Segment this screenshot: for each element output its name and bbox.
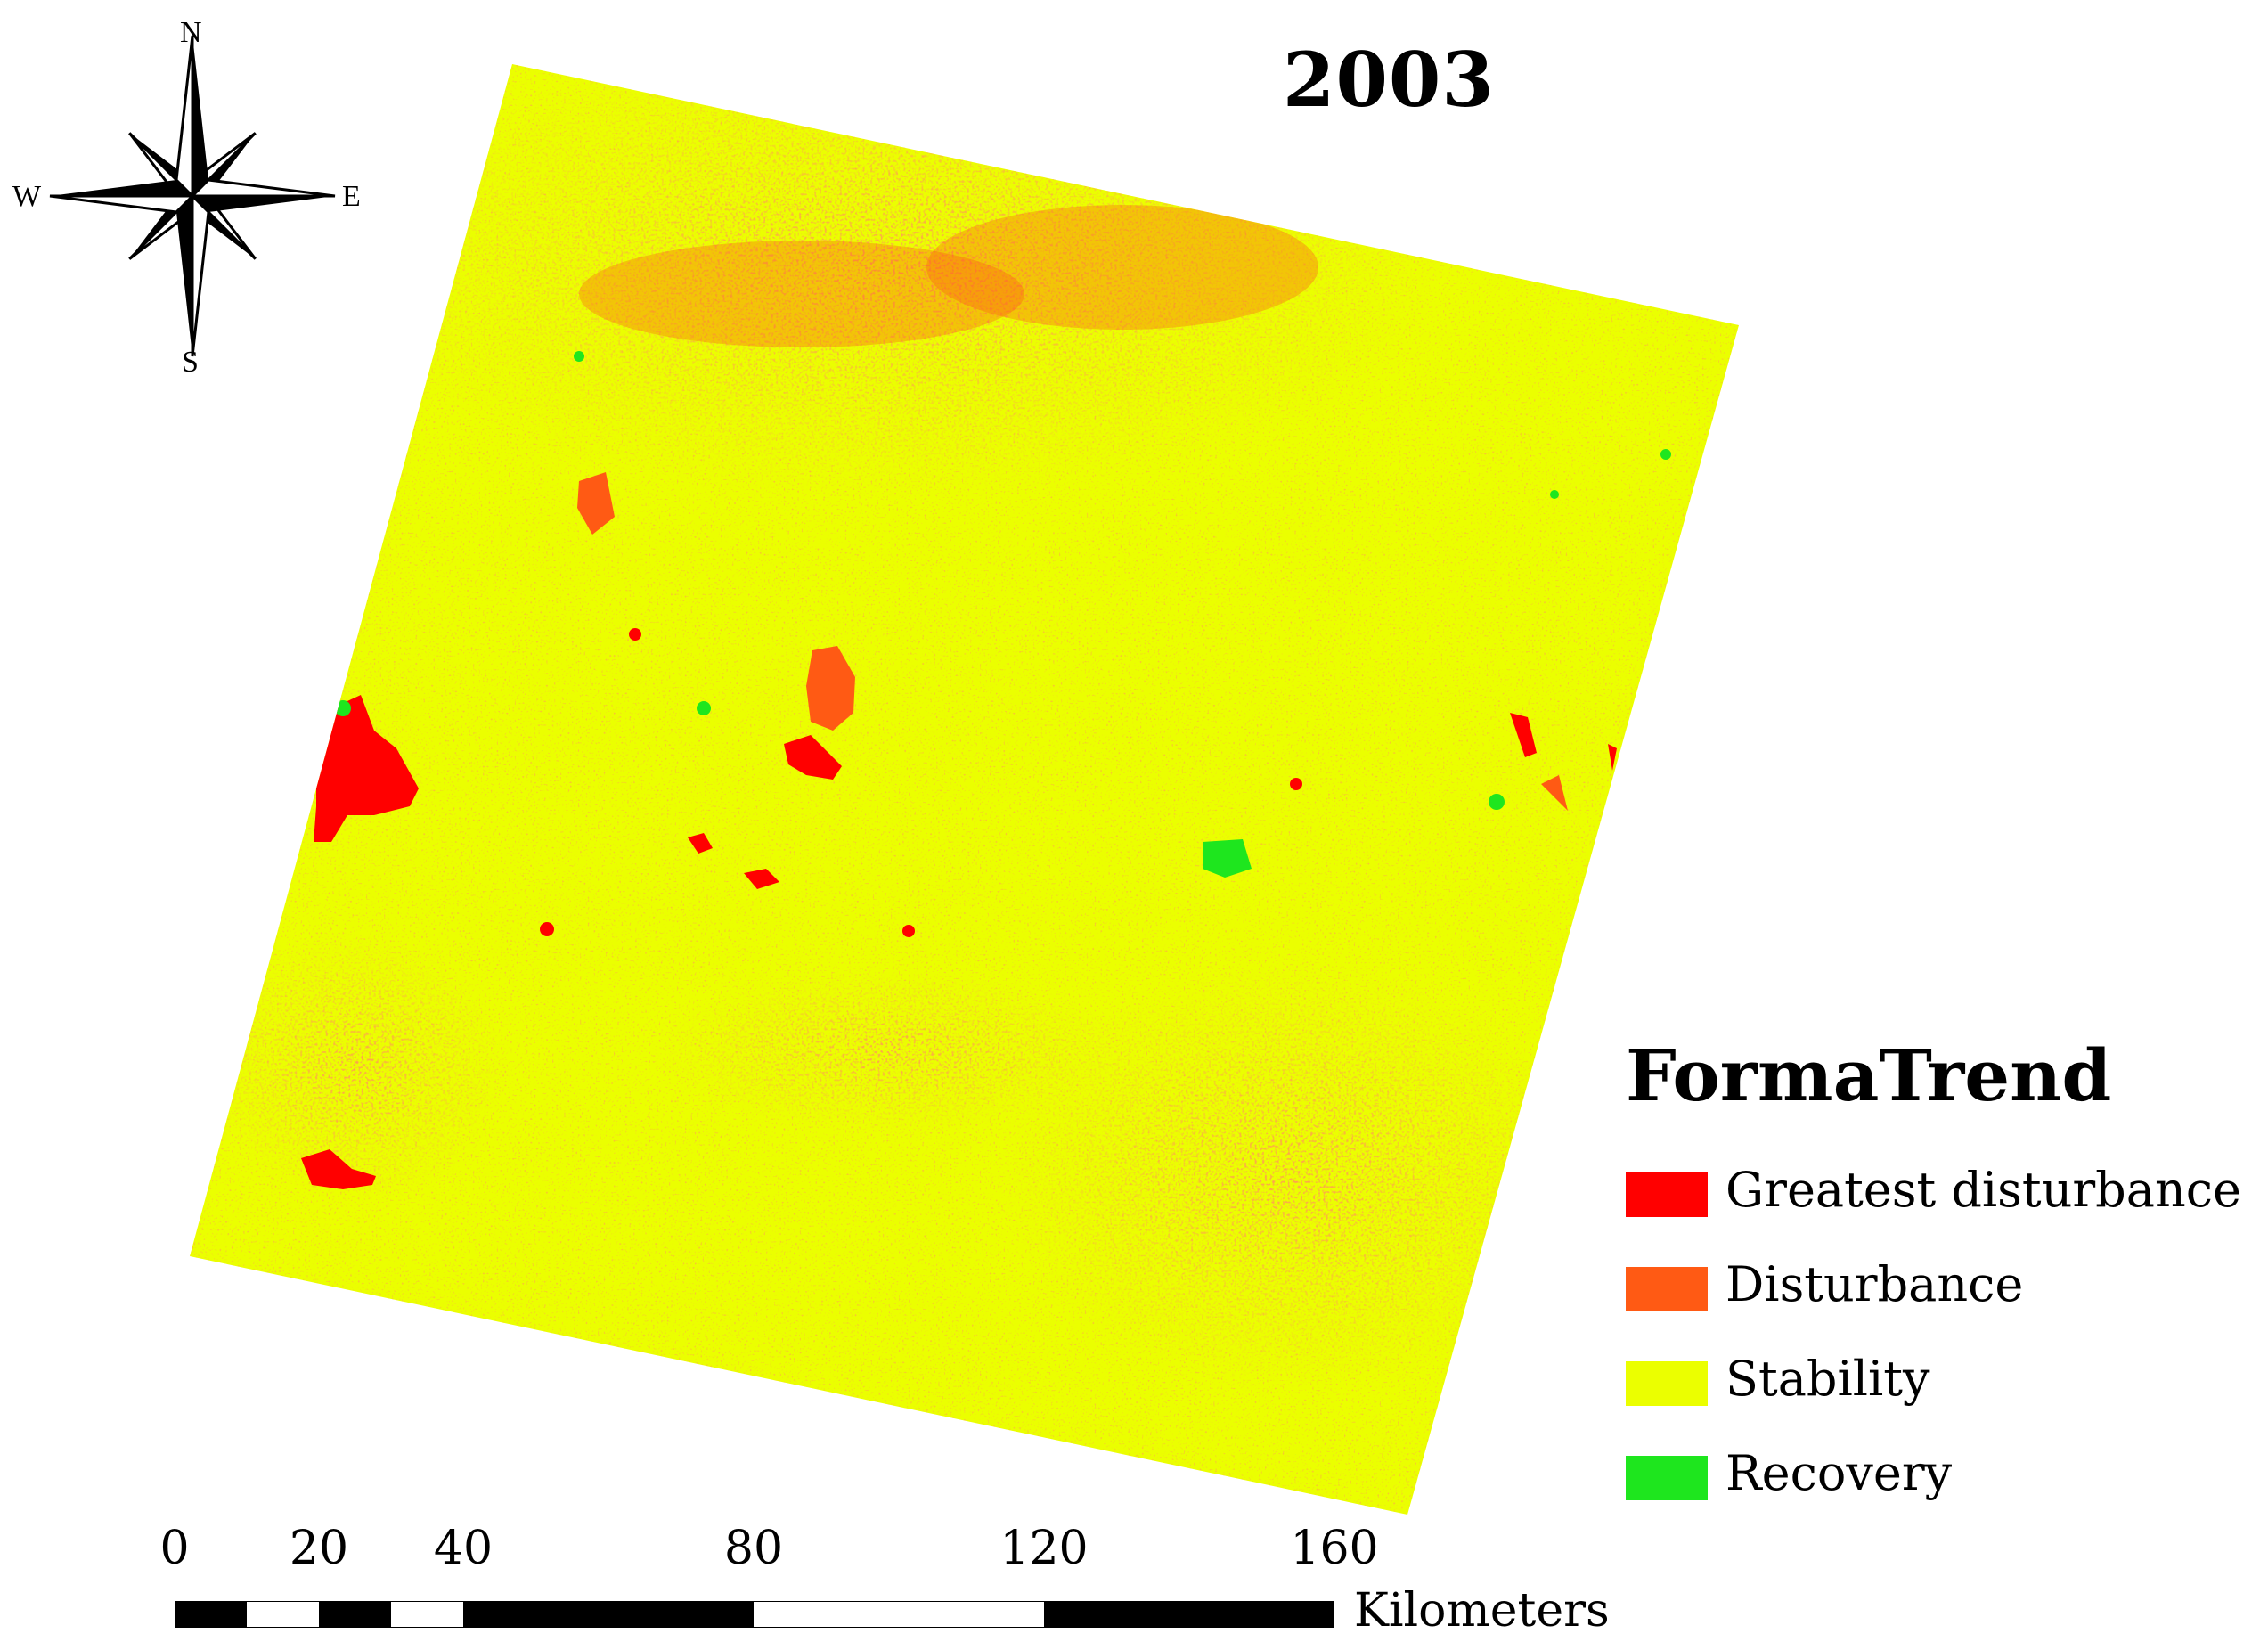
scale-unit-label: Kilometers	[1354, 1584, 1610, 1638]
compass-west-label: W	[12, 180, 42, 213]
scale-segment	[175, 1601, 247, 1628]
legend-swatch	[1626, 1172, 1708, 1217]
scale-segment	[754, 1601, 1044, 1628]
legend-title: FormaTrend	[1626, 1033, 2112, 1117]
compass-east-label: E	[342, 180, 361, 213]
legend-swatch	[1626, 1456, 1708, 1500]
map-title: 2003	[1283, 36, 1495, 124]
legend-label: Recovery	[1725, 1445, 1953, 1501]
scale-tick-label: 20	[289, 1522, 349, 1575]
legend-swatch	[1626, 1361, 1708, 1406]
north-arrow-icon	[49, 35, 336, 357]
scale-tick-label: 120	[999, 1522, 1089, 1575]
legend-label: Stability	[1725, 1351, 1930, 1407]
scale-segment	[247, 1601, 319, 1628]
scale-segment	[1044, 1601, 1334, 1628]
compass-north-label: N	[180, 16, 202, 49]
legend-label: Greatest disturbance	[1725, 1162, 2241, 1218]
scale-segment	[463, 1601, 754, 1628]
scale-tick-label: 0	[159, 1522, 190, 1575]
legend-label: Disturbance	[1725, 1256, 2024, 1312]
scale-segment	[391, 1601, 463, 1628]
landsat-scene	[190, 64, 1739, 1515]
scale-tick-label: 40	[433, 1522, 494, 1575]
scale-tick-label: 80	[723, 1522, 784, 1575]
compass-south-label: S	[182, 346, 199, 379]
scale-segment	[319, 1601, 391, 1628]
legend-swatch	[1626, 1267, 1708, 1311]
scale-tick-label: 160	[1290, 1522, 1379, 1575]
